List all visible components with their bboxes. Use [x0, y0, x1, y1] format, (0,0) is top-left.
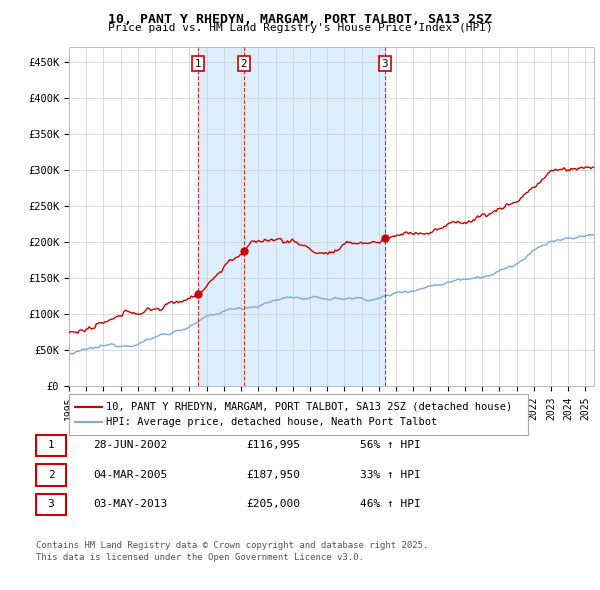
Text: Price paid vs. HM Land Registry's House Price Index (HPI): Price paid vs. HM Land Registry's House …: [107, 23, 493, 33]
Text: 03-MAY-2013: 03-MAY-2013: [93, 500, 167, 509]
Text: 10, PANT Y RHEDYN, MARGAM, PORT TALBOT, SA13 2SZ (detached house): 10, PANT Y RHEDYN, MARGAM, PORT TALBOT, …: [106, 402, 512, 411]
Text: 1: 1: [47, 441, 55, 450]
Text: 33% ↑ HPI: 33% ↑ HPI: [360, 470, 421, 480]
Text: 2: 2: [241, 59, 247, 69]
Text: £187,950: £187,950: [246, 470, 300, 480]
Bar: [198, 47, 385, 386]
Text: 3: 3: [47, 500, 55, 509]
Text: 2: 2: [47, 470, 55, 480]
Text: 28-JUN-2002: 28-JUN-2002: [93, 441, 167, 450]
Text: 10, PANT Y RHEDYN, MARGAM, PORT TALBOT, SA13 2SZ: 10, PANT Y RHEDYN, MARGAM, PORT TALBOT, …: [108, 13, 492, 26]
Text: 04-MAR-2005: 04-MAR-2005: [93, 470, 167, 480]
Text: Contains HM Land Registry data © Crown copyright and database right 2025.: Contains HM Land Registry data © Crown c…: [36, 541, 428, 550]
Text: This data is licensed under the Open Government Licence v3.0.: This data is licensed under the Open Gov…: [36, 553, 364, 562]
Text: 56% ↑ HPI: 56% ↑ HPI: [360, 441, 421, 450]
Text: HPI: Average price, detached house, Neath Port Talbot: HPI: Average price, detached house, Neat…: [106, 417, 437, 427]
Text: £205,000: £205,000: [246, 500, 300, 509]
Text: £116,995: £116,995: [246, 441, 300, 450]
Text: 3: 3: [382, 59, 388, 69]
Text: 1: 1: [194, 59, 201, 69]
Text: 46% ↑ HPI: 46% ↑ HPI: [360, 500, 421, 509]
